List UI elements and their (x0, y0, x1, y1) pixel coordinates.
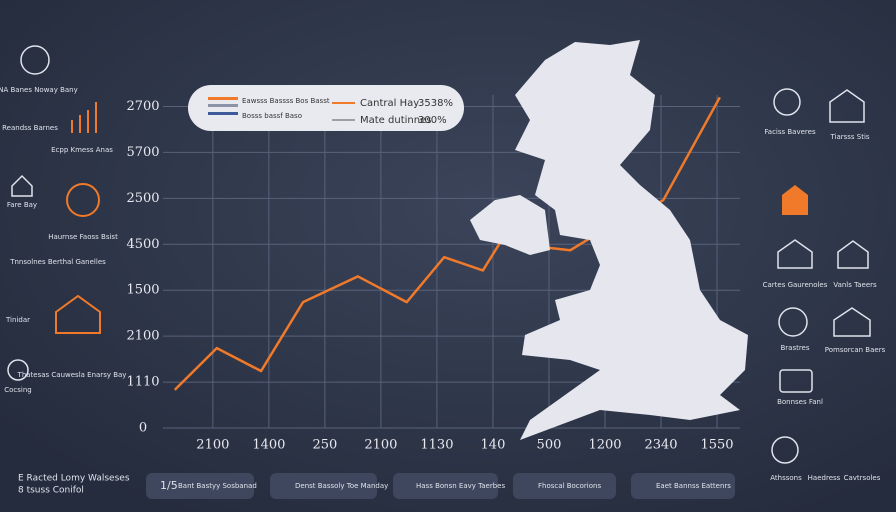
bottom-bar: 1/5 Bant Bastyy Sosbanad Denst Bassoly T… (146, 473, 735, 499)
legend-note: Eawsss Bassss Bos Basst (242, 97, 330, 105)
legend-swatch (208, 104, 238, 107)
page-indicator: 1/5 (160, 479, 178, 492)
y-tick-label: 2700 (126, 99, 159, 114)
map (470, 40, 748, 440)
legend-swatch (208, 112, 238, 115)
icon (11, 174, 33, 197)
x-tick-label: 1200 (588, 438, 621, 453)
button[interactable] (631, 473, 735, 499)
panel-text: Bonnses Fanl (777, 398, 823, 406)
icon (837, 240, 869, 269)
ireland (470, 195, 550, 255)
x-tick-label: 1400 (252, 438, 285, 453)
legend-value: 300% (418, 115, 447, 126)
x-tick-label: 1130 (420, 438, 453, 453)
icon (782, 185, 808, 215)
panel-text: Athssons (770, 474, 802, 482)
panel-text: Tiarsss Stis (829, 133, 869, 141)
icon (771, 436, 799, 464)
panel-text: Tnnsolnes Berthal Ganelles (9, 258, 106, 266)
panel-text: Haurnse Faoss Bsist (48, 233, 118, 241)
button[interactable] (393, 473, 498, 499)
icon (66, 183, 100, 217)
panel-text: Brastres (780, 344, 809, 352)
y-tick-label: 1110 (126, 375, 159, 390)
panel-text: Cavtrsoles (844, 474, 881, 482)
icon (71, 102, 97, 133)
x-tick-label: 500 (537, 438, 562, 453)
panel-text: NA Banes Noway Bany (0, 86, 78, 94)
legend-swatch (208, 97, 238, 100)
panel-text: Reandss Barnes (2, 124, 58, 132)
legend-box (188, 85, 464, 131)
icon (829, 89, 865, 123)
y-tick-label: 2500 (126, 191, 159, 206)
icon (777, 239, 813, 269)
panel-text: Vanls Taeers (833, 281, 877, 289)
legend-label: Mate dutinnes (360, 115, 431, 126)
y-tick-label: 5700 (126, 145, 159, 160)
legend: Eawsss Bassss Bos Basst Bosss bassf Baso… (188, 85, 464, 131)
button-label: Eaet Bannss Eattenrs (656, 482, 731, 490)
button-label: Hass Bonsn Eavy Taerbes (416, 482, 505, 490)
button-label: Denst Bassoly Toe Manday (295, 482, 388, 490)
icon (778, 307, 808, 337)
x-tick-label: 1550 (700, 438, 733, 453)
panel-text: Cartes Gaurenoles (763, 281, 828, 289)
legend-note: Bosss bassf Baso (242, 112, 302, 120)
legend-value: 3538% (418, 98, 453, 109)
x-tick-label: 2340 (644, 438, 677, 453)
x-tick-label: 140 (481, 438, 506, 453)
y-tick-label: 1500 (126, 283, 159, 298)
button[interactable] (270, 473, 377, 499)
icon (20, 45, 50, 75)
button-label: Fhoscal Bocorions (538, 482, 601, 490)
great-britain (515, 40, 748, 440)
icon (779, 369, 813, 393)
x-tick-label: 250 (312, 438, 337, 453)
button-label: Bant Bastyy Sosbanad (178, 482, 257, 490)
x-tick-label: 2100 (196, 438, 229, 453)
panel-text: Haedress (808, 474, 841, 482)
footer-text: E Racted Lomy Walseses (18, 474, 130, 484)
legend-label: Cantral Hay (360, 98, 419, 109)
panel-text: Thatesas Cauwesla Enarsy Bay (17, 371, 127, 379)
button[interactable] (146, 473, 254, 499)
icon (773, 88, 801, 116)
right-panel: Faciss Baveres Tiarsss Stis Cartes Gaure… (763, 88, 886, 482)
left-panel: NA Banes Noway Bany Reandss Barnes Ecpp … (0, 45, 127, 394)
y-tick-label: 4500 (126, 237, 159, 252)
panel-text: Faciss Baveres (764, 128, 816, 136)
x-tick-label: 2100 (364, 438, 397, 453)
panel-text: Ecpp Kmess Anas (51, 146, 113, 154)
panel-text: Fare Bay (7, 201, 37, 209)
footer-text: 8 tsuss Conifol (18, 486, 84, 496)
panel-text: Cocsing (4, 386, 32, 394)
icon (7, 359, 29, 381)
panel-text: Pomsorcan Baers (825, 346, 886, 354)
icon (833, 307, 871, 337)
icon (55, 294, 101, 334)
panel-text: Tinidar (5, 316, 30, 324)
y-tick-label: 0 (139, 421, 147, 436)
y-tick-label: 2100 (126, 329, 159, 344)
button[interactable] (513, 473, 616, 499)
